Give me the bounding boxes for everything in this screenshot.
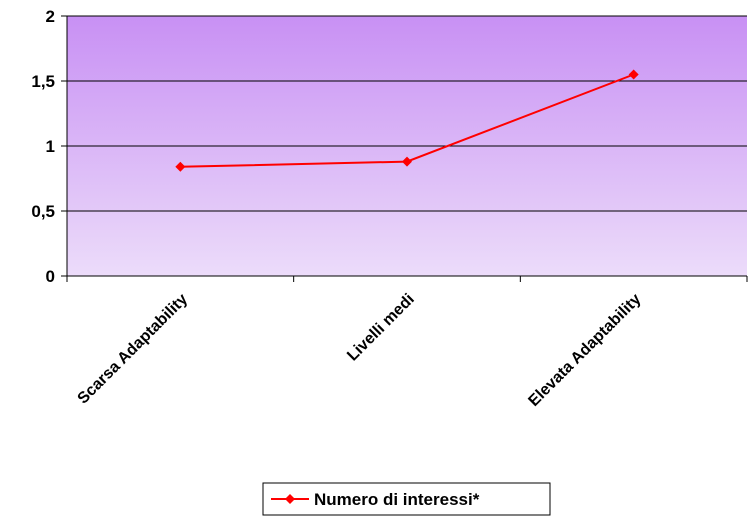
- y-tick-label: 0: [46, 267, 55, 286]
- axes: [66, 16, 748, 282]
- y-tick-label: 1,5: [31, 72, 55, 91]
- y-tick-label: 0,5: [31, 202, 55, 221]
- x-category-label: Scarsa Adaptability: [75, 291, 192, 408]
- y-tick-label: 2: [46, 7, 55, 26]
- legend-label: Numero di interessi*: [314, 490, 480, 509]
- legend-marker: [285, 494, 295, 504]
- y-tick-label: 1: [46, 137, 55, 156]
- data-point: [628, 69, 639, 80]
- legend-box: [262, 482, 551, 516]
- x-category-label: Livelli medi: [344, 291, 418, 365]
- x-category-label: Elevata Adaptability: [525, 291, 644, 410]
- data-point: [402, 156, 412, 167]
- x-axis-category-labels: Scarsa Adaptability Livelli medi Elevata A…: [75, 291, 645, 410]
- y-axis-tick-labels: 0 0,5 1 1,5 2: [31, 7, 55, 286]
- data-point: [175, 161, 186, 172]
- series-group: [175, 69, 639, 172]
- legend: Numero di interessi*: [262, 482, 551, 516]
